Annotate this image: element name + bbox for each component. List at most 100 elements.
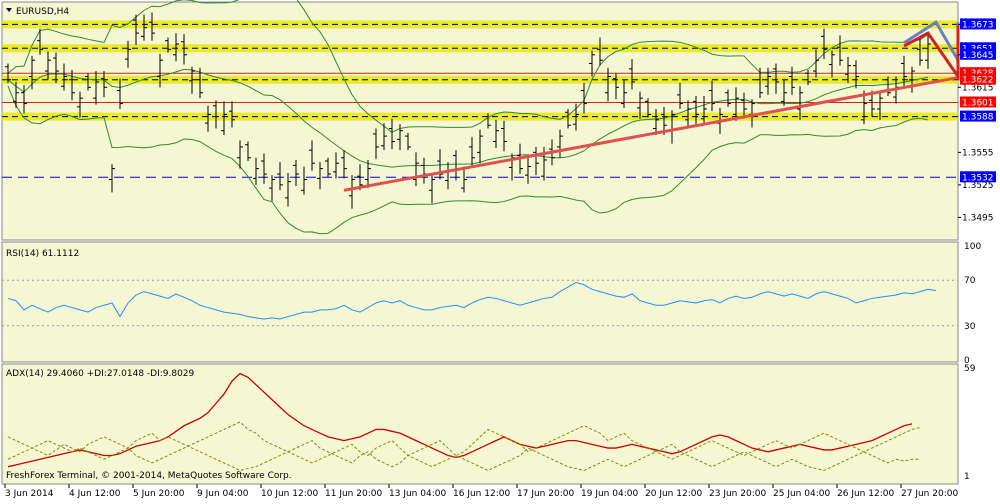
candle bbox=[589, 50, 595, 77]
candle bbox=[901, 55, 907, 87]
candle bbox=[821, 28, 827, 60]
panel-background bbox=[1, 363, 959, 485]
candle bbox=[413, 152, 419, 186]
price-badge bbox=[960, 42, 996, 54]
candle bbox=[629, 59, 635, 90]
candle bbox=[653, 108, 659, 136]
candle bbox=[37, 28, 43, 55]
candle bbox=[693, 95, 699, 127]
adx-title: ADX(14) 29.4060 +DI:27.0148 -DI:9.8029 bbox=[6, 369, 195, 379]
candle bbox=[909, 66, 915, 93]
adx-tick-label: 1 bbox=[964, 472, 970, 482]
candle bbox=[605, 67, 611, 102]
candle bbox=[53, 52, 59, 83]
rsi-line bbox=[7, 281, 937, 320]
candle bbox=[141, 14, 147, 41]
candle bbox=[765, 67, 771, 95]
candle bbox=[253, 157, 259, 185]
candle bbox=[597, 37, 603, 66]
candle bbox=[261, 153, 267, 184]
candle bbox=[101, 71, 107, 98]
candle bbox=[197, 67, 203, 99]
candle bbox=[349, 175, 355, 209]
candle bbox=[725, 89, 731, 107]
time-tick-label: 13 Jun 04:00 bbox=[389, 489, 446, 499]
adx-tick-label: 59 bbox=[964, 364, 976, 374]
candle bbox=[341, 150, 347, 179]
resistance-band bbox=[2, 75, 958, 84]
adx-panel: 59 1 bbox=[7, 364, 976, 482]
candle bbox=[869, 90, 875, 117]
candle bbox=[533, 146, 539, 176]
adx-line bbox=[7, 372, 913, 468]
time-tick-label: 3 Jun 2014 bbox=[5, 489, 54, 499]
candle bbox=[45, 51, 51, 80]
candle bbox=[229, 101, 235, 128]
bollinger-lower bbox=[7, 86, 929, 235]
candle bbox=[565, 108, 571, 129]
candle bbox=[381, 123, 387, 151]
candle bbox=[373, 128, 379, 159]
candle bbox=[837, 35, 843, 66]
resistance-band bbox=[2, 44, 958, 53]
candle bbox=[469, 137, 475, 166]
rsi-tick-label: 30 bbox=[964, 322, 976, 332]
candle bbox=[205, 105, 211, 132]
copyright-footer: FreshForex Terminal, © 2001-2014, MetaQu… bbox=[6, 471, 292, 481]
candle bbox=[877, 91, 883, 120]
candle bbox=[365, 159, 371, 189]
candle bbox=[493, 119, 499, 149]
price-tick-label: 1.3615 bbox=[962, 83, 994, 93]
time-tick-label: 5 Jun 20:00 bbox=[133, 489, 185, 499]
candle bbox=[677, 82, 683, 109]
candle bbox=[85, 73, 91, 91]
candle bbox=[237, 140, 243, 169]
price-tick-label: 1.3555 bbox=[962, 148, 994, 158]
price-badge-label: 1.3532 bbox=[962, 173, 994, 183]
rsi-tick-label: 0 bbox=[964, 356, 970, 366]
candle bbox=[405, 132, 411, 151]
trend-line bbox=[343, 76, 959, 192]
rsi-tick-label: 70 bbox=[964, 276, 976, 286]
candle bbox=[685, 100, 691, 129]
candle bbox=[757, 67, 763, 99]
resistance-band bbox=[2, 112, 958, 121]
minus-di-line bbox=[7, 421, 920, 471]
candle bbox=[573, 103, 579, 131]
candle bbox=[613, 73, 619, 100]
price-badge-label: 1.3622 bbox=[962, 76, 994, 86]
candle bbox=[797, 86, 803, 120]
time-tick-label: 27 Jun 20:00 bbox=[901, 489, 958, 499]
bollinger-upper bbox=[7, 0, 929, 133]
price-badge-label: 1.3645 bbox=[962, 51, 994, 61]
candle bbox=[637, 91, 643, 119]
time-tick-label: 26 Jun 12:00 bbox=[837, 489, 894, 499]
candle bbox=[789, 66, 795, 95]
candle bbox=[109, 164, 115, 193]
price-badge-label: 1.3588 bbox=[962, 113, 994, 123]
candle bbox=[29, 55, 35, 90]
candle bbox=[701, 95, 707, 124]
candle bbox=[125, 40, 131, 68]
price-badge bbox=[960, 73, 996, 85]
panel-background bbox=[1, 241, 959, 363]
price-tick-label: 1.3525 bbox=[962, 181, 994, 191]
panel-background bbox=[1, 1, 959, 241]
price-tick-label: 1.3495 bbox=[962, 213, 994, 223]
rsi-panel: 100 70 30 0 bbox=[2, 242, 981, 366]
candle bbox=[501, 120, 507, 152]
candle bbox=[133, 14, 139, 46]
candle bbox=[557, 129, 563, 158]
candle bbox=[813, 49, 819, 78]
candle bbox=[5, 63, 11, 83]
candle bbox=[117, 78, 123, 109]
resistance-band bbox=[2, 20, 958, 29]
candle bbox=[13, 81, 19, 108]
time-tick-label: 11 Jun 20:00 bbox=[325, 489, 382, 499]
candle bbox=[645, 98, 651, 118]
price-badge-label: 1.3601 bbox=[962, 98, 994, 108]
symbol-menu-icon[interactable] bbox=[6, 8, 12, 12]
candle bbox=[269, 175, 275, 202]
